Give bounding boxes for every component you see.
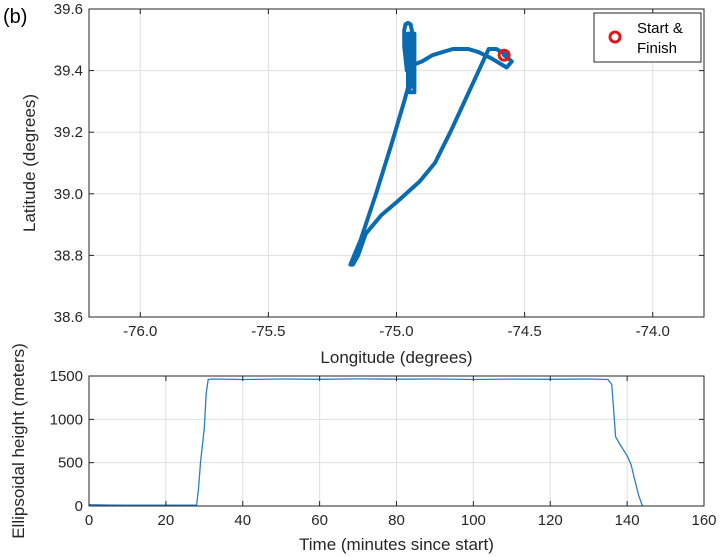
y-tick-label: 500 [58,455,83,472]
y-axis-label: Latitude (degrees) [20,94,39,232]
panel-label: (b) [3,6,27,28]
x-axis-label: Longitude (degrees) [320,348,472,367]
altitude-series [88,378,644,507]
x-tick-label: -74.5 [508,323,542,340]
track-plot: -76.0 -75.5 -75.0 -74.5 -74.0 38.6 38.8 39.0 39.… [20,1,705,367]
y-tick-label: 0 [75,498,83,515]
x-tick-label: 0 [85,512,93,529]
legend-label-line2: Finish [637,40,677,57]
x-tick-label: 120 [538,512,563,529]
y-tick-label: 38.6 [54,309,83,326]
series-line [348,20,514,267]
x-tick-label: 160 [691,512,716,529]
y-tick-label: 39.4 [54,63,83,80]
y-tick-label: 39.2 [54,124,83,141]
y-tick-label: 38.8 [54,247,83,264]
y-tick-label: 1000 [50,411,83,428]
legend-box [593,12,702,63]
x-tick-label: 40 [234,512,251,529]
y-axis-label: Ellipsoidal height (meters) [9,343,28,539]
y-tick-label: 1500 [50,368,83,385]
x-tick-label: 60 [311,512,328,529]
x-tick-label: -75.0 [379,323,413,340]
track-ticks: -76.0 -75.5 -75.0 -74.5 -74.0 38.6 38.8 39.0 39.… [54,1,704,340]
x-tick-label: -76.0 [123,323,157,340]
x-tick-label: 20 [158,512,175,529]
legend-marker [608,30,622,44]
x-tick-label: 100 [461,512,486,529]
legend: Start & Finish [593,12,702,63]
x-tick-label: 140 [615,512,640,529]
x-tick-label: 80 [388,512,405,529]
y-tick-label: 39.0 [54,186,83,203]
altitude-ticks: 0 20 40 60 80 100 120 140 160 0 500 1000 1500 [50,368,717,529]
series-line [88,378,644,507]
y-tick-label: 39.6 [54,1,83,18]
altitude-plot: 0 20 40 60 80 100 120 140 160 0 500 1000 1500 Time (… [9,343,717,554]
track-series [348,20,514,267]
x-tick-label: -75.5 [251,323,285,340]
start-finish-marker [497,48,511,62]
x-tick-label: -74.0 [636,323,670,340]
x-axis-label: Time (minutes since start) [299,535,494,554]
altitude-grid [88,375,705,507]
legend-label-line1: Start & [637,20,683,37]
